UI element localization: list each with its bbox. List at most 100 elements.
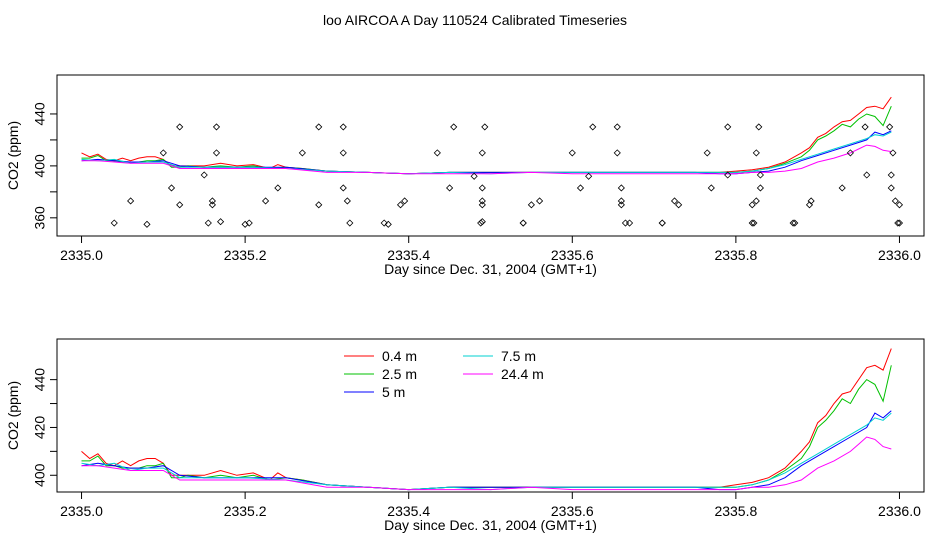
series-line-0-4-m [81, 96, 892, 175]
scatter-point [478, 201, 486, 209]
scatter-point [724, 123, 732, 131]
scatter-point [894, 219, 902, 227]
scatter-point [519, 219, 527, 227]
series-line-0-4-m [81, 348, 892, 491]
scatter-point [750, 219, 758, 227]
scatter-point [791, 219, 799, 227]
scatter-point [519, 219, 527, 227]
scatter-point [200, 171, 208, 179]
x-tick-label: 2335.6 [551, 247, 594, 263]
scatter-point [613, 123, 621, 131]
plot-frame [56, 338, 925, 493]
x-tick-label: 2335.2 [224, 503, 267, 519]
legend-label: 24.4 m [501, 366, 544, 382]
series-line-2-5-m [81, 106, 892, 175]
scatter-point [446, 184, 454, 192]
bottom-panel: 2335.0 2335.2 2335.4 2335.6 2335.8 2336.0 Day … [5, 338, 925, 533]
y-tick-label: 440 [32, 368, 48, 392]
scatter-point [478, 149, 486, 157]
scatter-point [433, 149, 441, 157]
scatter-point [208, 201, 216, 209]
series-line-7-5-m [81, 131, 892, 175]
x-tick-label: 2335.4 [387, 503, 430, 519]
scatter-point [863, 171, 871, 179]
scatter-point [110, 219, 118, 227]
y-tick-label: 400 [32, 154, 48, 178]
scatter-point [527, 201, 535, 209]
scatter-point [887, 184, 895, 192]
scatter-point [755, 123, 763, 131]
scatter-point [589, 123, 597, 131]
scatter-point [274, 184, 282, 192]
y-axis-label: CO2 (ppm) [5, 381, 21, 450]
plot-frame [56, 74, 925, 237]
scatter-point [450, 123, 458, 131]
scatter-point [861, 123, 869, 131]
x-tick-label: 2336.0 [878, 247, 921, 263]
scatter-point [752, 149, 760, 157]
scatter-point [380, 219, 388, 227]
x-tick-label: 2335.2 [224, 247, 267, 263]
series-line-24-4-m [81, 144, 892, 175]
series-line-2-5-m [81, 365, 892, 491]
scatter-point [895, 219, 904, 227]
scatter-point [756, 171, 764, 179]
scatter-point [396, 201, 405, 209]
scatter-point [576, 184, 585, 192]
scatter-point [886, 123, 894, 131]
scatter-point [748, 219, 756, 227]
scatter-point [617, 201, 625, 209]
legend-label: 0.4 m [382, 348, 417, 364]
x-tick-label: 2336.0 [878, 503, 921, 519]
scatter-point [477, 219, 485, 227]
top-panel: 2335.0 2335.2 2335.4 2335.6 2335.8 2336.0 Day … [5, 74, 925, 277]
scatter-point [346, 219, 354, 227]
scatter-point [895, 201, 904, 209]
scatter-point [887, 171, 895, 179]
scatter-point [707, 184, 715, 192]
legend-label: 5 m [382, 384, 405, 400]
scatter-point [167, 184, 176, 192]
y-axis-label: CO2 (ppm) [5, 121, 21, 190]
scatter-point [176, 123, 184, 131]
x-axis-label: Day since Dec. 31, 2004 (GMT+1) [384, 261, 597, 277]
scatter-point [481, 123, 489, 131]
scatter-point [838, 184, 846, 192]
scatter-point [212, 149, 221, 157]
scatter-point [789, 219, 797, 227]
x-axis-label: Day since Dec. 31, 2004 (GMT+1) [384, 517, 597, 533]
scatter-point [891, 197, 899, 205]
x-tick-label: 2335.0 [60, 503, 103, 519]
scatter-point [748, 201, 756, 209]
scatter-point [478, 197, 486, 205]
scatter-point [889, 149, 897, 157]
y-tick-label: 400 [32, 463, 48, 487]
scatter-point [217, 218, 225, 226]
y-tick-label: 360 [32, 206, 48, 230]
scatter-point [143, 220, 151, 228]
x-tick-label: 2335.4 [387, 247, 430, 263]
scatter-point [401, 197, 409, 205]
legend-label: 7.5 m [501, 348, 536, 364]
series-line-24-4-m [81, 436, 892, 491]
scatter-point [807, 197, 815, 205]
scatter-point [339, 184, 347, 192]
scatter-point [127, 197, 135, 205]
scatter-point [568, 149, 576, 157]
scatter-point [204, 219, 212, 227]
scatter-point [585, 172, 593, 180]
x-tick-label: 2335.6 [551, 503, 594, 519]
x-tick-label: 2335.0 [60, 247, 103, 263]
scatter-point [536, 197, 544, 205]
scatter-point [617, 197, 625, 205]
scatter-point [159, 149, 167, 157]
figure-title: loo AIRCOA A Day 110524 Calibrated Times… [323, 12, 627, 28]
scatter-point [617, 184, 625, 192]
series-line-7-5-m [81, 412, 892, 491]
scatter-point [625, 219, 634, 227]
scatter-point [343, 197, 351, 205]
legend: 0.4 m 2.5 m 5 m 7.5 m 24.4 m [344, 348, 544, 400]
scatter-point [621, 219, 630, 227]
scatter-point [675, 201, 683, 209]
